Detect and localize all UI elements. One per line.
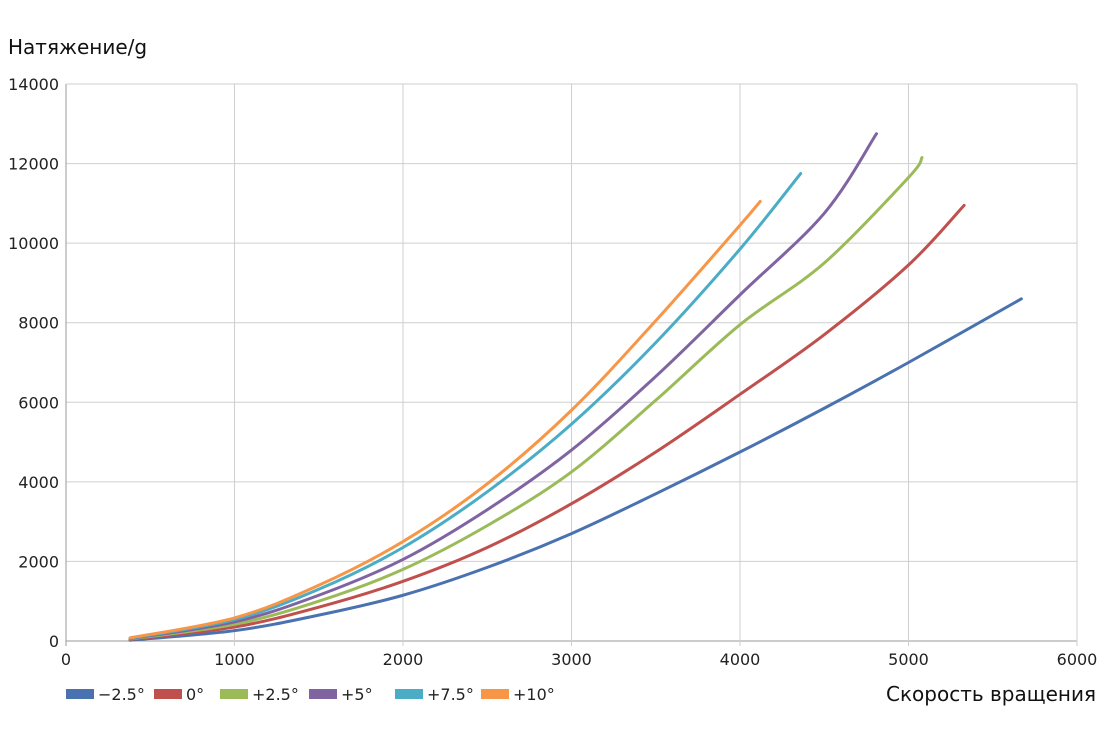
legend-swatch-0 bbox=[66, 689, 94, 699]
legend: −2.5° 0° +2.5° +5° +7.5° +10° bbox=[66, 685, 555, 704]
series-line-0 bbox=[128, 297, 1023, 642]
x-tick-label: 4000 bbox=[720, 650, 761, 669]
x-axis-title: Скорость вращения bbox=[886, 682, 1096, 706]
legend-swatch-3 bbox=[309, 689, 337, 699]
x-tick-label: 0 bbox=[61, 650, 71, 669]
series-line-2 bbox=[128, 156, 924, 641]
series-line-5 bbox=[128, 199, 762, 640]
series-line-3 bbox=[128, 132, 878, 641]
y-tick-label: 10000 bbox=[8, 234, 59, 253]
series-line-1 bbox=[128, 203, 966, 641]
legend-label-0: −2.5° bbox=[98, 685, 145, 704]
series-lines bbox=[128, 132, 1023, 642]
legend-swatch-4 bbox=[395, 689, 423, 699]
y-tick-label: 12000 bbox=[8, 155, 59, 174]
tick-labels: 0 2000 4000 6000 8000 10000 12000 14000 0 1000 200… bbox=[8, 75, 1097, 669]
legend-swatch-5 bbox=[481, 689, 509, 699]
legend-label-5: +10° bbox=[513, 685, 555, 704]
y-tick-label: 8000 bbox=[18, 314, 59, 333]
y-tick-label: 6000 bbox=[18, 393, 59, 412]
legend-label-3: +5° bbox=[341, 685, 373, 704]
legend-swatch-1 bbox=[154, 689, 182, 699]
x-tick-label: 1000 bbox=[214, 650, 255, 669]
series-line-4 bbox=[128, 172, 803, 640]
x-tick-label: 3000 bbox=[551, 650, 592, 669]
legend-swatch-2 bbox=[220, 689, 248, 699]
y-tick-label: 14000 bbox=[8, 75, 59, 94]
y-axis-title: Натяжение/g bbox=[8, 35, 147, 59]
axes bbox=[66, 83, 1078, 641]
y-tick-label: 2000 bbox=[18, 552, 59, 571]
legend-label-2: +2.5° bbox=[252, 685, 299, 704]
y-tick-label: 0 bbox=[49, 632, 59, 651]
grid-lines bbox=[65, 83, 1078, 646]
x-tick-label: 6000 bbox=[1057, 650, 1098, 669]
x-tick-label: 2000 bbox=[383, 650, 424, 669]
x-tick-label: 5000 bbox=[888, 650, 929, 669]
y-tick-label: 4000 bbox=[18, 473, 59, 492]
legend-label-1: 0° bbox=[186, 685, 204, 704]
legend-label-4: +7.5° bbox=[427, 685, 474, 704]
